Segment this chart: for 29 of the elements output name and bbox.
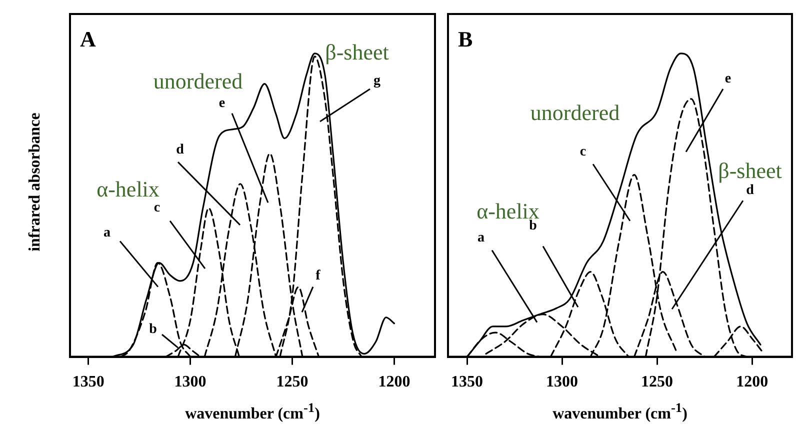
annotation: b bbox=[149, 322, 158, 338]
annotation: e bbox=[218, 96, 226, 111]
x-tick-label: 1300 bbox=[546, 374, 578, 391]
annotation: g bbox=[374, 74, 380, 89]
annotation: e bbox=[724, 72, 732, 87]
x-tick-label: 1200 bbox=[378, 374, 410, 391]
x-tick-label: 1350 bbox=[451, 374, 484, 391]
annotation: a bbox=[104, 226, 110, 241]
annotation: α-helix bbox=[96, 176, 160, 202]
annotation: β-sheet bbox=[718, 158, 782, 183]
chart-title: B bbox=[458, 26, 473, 52]
annotation: d bbox=[176, 142, 184, 158]
annotation: a bbox=[478, 230, 484, 246]
y-axis-title: infrared absorbance bbox=[26, 112, 44, 252]
annotation: c bbox=[580, 144, 586, 160]
annotation: unordered bbox=[530, 100, 620, 126]
x-tick-label: 1250 bbox=[276, 374, 308, 391]
x-tick-label: 1250 bbox=[641, 374, 674, 391]
x-axis-title: wavenumber (cm$^{-1}$) bbox=[184, 400, 321, 423]
annotation: unordered bbox=[153, 68, 243, 94]
annotation: β-sheet bbox=[325, 39, 389, 64]
x-tick-label: 1350 bbox=[72, 374, 104, 391]
annotation: d bbox=[746, 183, 754, 198]
x-axis-title: wavenumber (cm$^{-1}$) bbox=[552, 400, 688, 423]
x-tick-label: 1300 bbox=[174, 374, 206, 391]
annotation: c bbox=[154, 200, 160, 216]
x-tick-label: 1200 bbox=[736, 374, 768, 391]
chart-title: A bbox=[80, 26, 96, 52]
annotation: f bbox=[316, 268, 321, 284]
